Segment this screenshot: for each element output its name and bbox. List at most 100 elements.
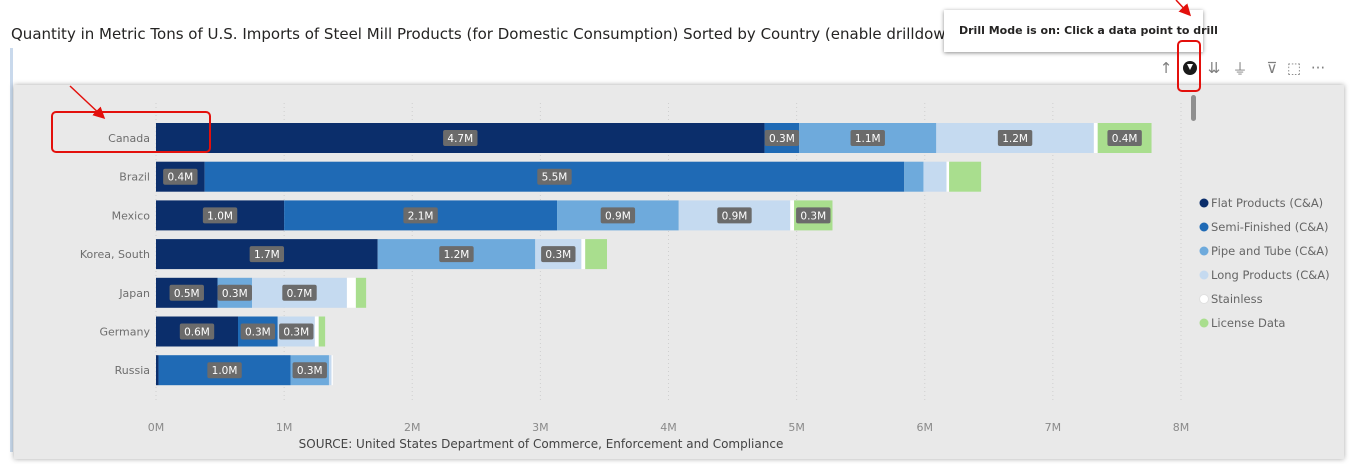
data-label-background	[179, 323, 215, 340]
data-label-background	[1107, 130, 1142, 146]
bar-segment-stainless[interactable]	[331, 355, 333, 386]
bar-segment-stainless[interactable]	[946, 161, 950, 192]
x-tick-label: 5M	[788, 421, 805, 434]
bar-segment-stainless[interactable]	[1093, 123, 1098, 153]
legend-marker	[1199, 318, 1209, 328]
plot-panel[interactable]: 0M 1M 2M 3M 4M 5M 6M 7M 8M SOURCE: United States …	[14, 85, 1344, 459]
bar-segment-stainless[interactable]	[346, 277, 356, 308]
data-label: 0.3M	[222, 288, 248, 300]
data-label-background	[796, 207, 831, 224]
data-label-background	[217, 284, 252, 301]
category-label: Canada	[108, 132, 150, 145]
data-label-background	[541, 246, 576, 263]
data-label: 4.7M	[447, 133, 473, 145]
bar-segment-license-data[interactable]	[949, 161, 982, 192]
data-label: 2.1M	[408, 210, 434, 222]
x-tick-label: 0M	[148, 421, 165, 434]
data-label-background	[600, 207, 636, 224]
data-label-background	[537, 168, 572, 185]
chart-title: Quantity in Metric Tons of U.S. Imports …	[11, 25, 1162, 43]
bar-segment-stainless[interactable]	[581, 239, 586, 270]
category-label: Japan	[118, 287, 150, 300]
bar-segment-license-data[interactable]	[355, 277, 367, 308]
data-label: 0.9M	[722, 210, 748, 222]
x-axis-label: SOURCE: United States Department of Comm…	[299, 437, 784, 451]
legend-item: Pipe and Tube (C&A)	[1211, 244, 1329, 258]
data-label: 0.3M	[800, 210, 826, 222]
category-label: Russia	[115, 364, 150, 377]
data-label: 0.3M	[283, 327, 309, 339]
bar-chart[interactable]: 0M 1M 2M 3M 4M 5M 6M 7M 8M SOURCE: United States …	[14, 85, 1344, 459]
data-label-background	[240, 323, 276, 340]
legend-marker	[1199, 294, 1209, 304]
legend-item: Stainless	[1211, 292, 1263, 306]
category-label: Brazil	[119, 171, 150, 184]
filter-icon[interactable]: ⊽	[1266, 59, 1278, 77]
data-label-background	[764, 130, 800, 146]
legend-marker	[1199, 222, 1209, 232]
bar-segment-stainless[interactable]	[314, 316, 319, 347]
drill-up-icon[interactable]: ↑	[1159, 59, 1173, 77]
next-level-icon[interactable]: ⏚	[1232, 59, 1248, 78]
legend-item: Flat Products (C&A)	[1211, 196, 1323, 210]
more-options-icon[interactable]: ···	[1310, 59, 1326, 77]
category-label: Korea, South	[80, 248, 150, 261]
data-label: 0.4M	[1112, 133, 1138, 145]
x-tick-label: 2M	[404, 421, 421, 434]
drill-mode-highlight-box	[1177, 40, 1201, 92]
data-label-background	[850, 130, 885, 146]
bar-segment-pipe-and-tube-c-a[interactable]	[904, 161, 924, 192]
legend-marker	[1199, 246, 1209, 256]
data-label: 0.4M	[167, 172, 193, 184]
data-label-background	[717, 207, 752, 224]
data-label: 0.6M	[184, 327, 210, 339]
category-label: Germany	[99, 326, 150, 339]
data-label: 1.7M	[254, 249, 280, 261]
data-label: 0.9M	[605, 210, 631, 222]
bar-segment-license-data[interactable]	[585, 239, 607, 270]
x-tick-label: 6M	[917, 421, 934, 434]
x-tick-label: 4M	[660, 421, 677, 434]
canada-highlight-box	[51, 111, 211, 153]
bar-segment-long-products-c-a[interactable]	[328, 355, 332, 386]
legend-item: License Data	[1211, 316, 1285, 330]
legend-item: Semi-Finished (C&A)	[1211, 220, 1329, 234]
focus-mode-icon[interactable]: ⬚	[1286, 59, 1302, 77]
x-tick-label: 8M	[1173, 421, 1190, 434]
legend-marker	[1199, 270, 1209, 280]
data-label: 0.3M	[545, 249, 571, 261]
data-label: 1.2M	[1002, 133, 1028, 145]
data-label: 0.3M	[245, 327, 271, 339]
data-label: 1.2M	[444, 249, 470, 261]
data-label-background	[279, 323, 314, 340]
drill-mode-icon[interactable]	[1180, 56, 1200, 80]
scrollbar-thumb[interactable]	[1191, 95, 1196, 121]
x-tick-label: 3M	[532, 421, 549, 434]
x-tick-label: 7M	[1045, 421, 1062, 434]
data-label: 0.3M	[769, 133, 795, 145]
data-label-background	[282, 284, 317, 301]
legend-item: Long Products (C&A)	[1211, 268, 1330, 282]
data-label-background	[443, 130, 478, 146]
bar-segment-long-products-c-a[interactable]	[923, 161, 947, 192]
category-label: Mexico	[112, 209, 151, 222]
visual-frame	[10, 48, 1353, 452]
data-label-background	[403, 207, 438, 224]
data-label-background	[292, 362, 327, 379]
bar-segment-license-data[interactable]	[318, 316, 326, 347]
data-label: 0.7M	[287, 288, 313, 300]
data-label: 1.1M	[855, 133, 881, 145]
data-label: 5.5M	[542, 172, 568, 184]
data-label-background	[249, 246, 285, 263]
expand-all-icon[interactable]: ⇊	[1207, 59, 1221, 77]
data-label: 1.0M	[207, 210, 233, 222]
bar-segment-stainless[interactable]	[790, 200, 795, 231]
data-label-background	[997, 130, 1033, 146]
drill-down-dot-icon	[1183, 61, 1197, 75]
bar-segment-flat-products-c-a[interactable]	[156, 355, 159, 386]
data-label-background	[163, 168, 198, 185]
drill-mode-tooltip: Drill Mode is on: Click a data point to …	[944, 10, 1218, 52]
data-label: 0.3M	[297, 365, 323, 377]
legend-marker	[1199, 198, 1209, 208]
data-label-background	[202, 207, 238, 224]
